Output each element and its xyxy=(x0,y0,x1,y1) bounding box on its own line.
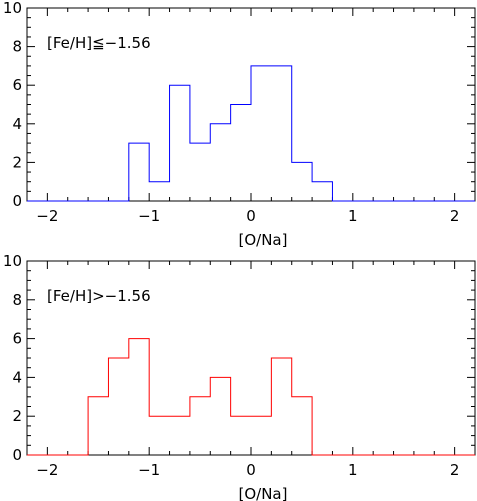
x-tick-label: −1 xyxy=(138,461,160,479)
x-tick-label: −2 xyxy=(36,461,58,479)
histogram-bin xyxy=(149,182,169,201)
subset-annotation: [Fe/H]≦−1.56 xyxy=(47,34,151,52)
y-tick-label: 10 xyxy=(3,252,22,270)
x-tick-label: 2 xyxy=(450,461,460,479)
histogram-bin xyxy=(292,397,312,455)
histogram-bin xyxy=(170,416,190,455)
histogram-bin xyxy=(271,358,291,455)
histogram-bin xyxy=(170,85,190,201)
histogram-bin xyxy=(231,416,251,455)
histogram-bin xyxy=(210,377,230,455)
x-tick-label: 2 xyxy=(450,207,460,225)
histogram-bin xyxy=(251,416,271,455)
y-tick-label: 4 xyxy=(12,368,22,386)
y-tick-label: 2 xyxy=(12,153,22,171)
histogram-bin xyxy=(292,162,312,201)
y-tick-label: 6 xyxy=(12,330,22,348)
histogram-bin xyxy=(251,66,271,201)
subset-annotation: [Fe/H]>−1.56 xyxy=(47,287,151,305)
y-tick-label: 2 xyxy=(12,407,22,425)
histogram-bin xyxy=(88,397,108,455)
x-axis-label: [O/Na] xyxy=(239,231,288,249)
panel-top: 0 2 4 6 8 10 −2 −1 0 1 2 [O/Na] [Fe/H]≦−1.56 xyxy=(3,0,476,249)
y-tick-label: 10 xyxy=(3,0,22,17)
y-tick-label: 0 xyxy=(12,446,22,464)
histogram-bin xyxy=(108,358,128,455)
y-tick-label: 8 xyxy=(12,291,22,309)
histogram-bin xyxy=(271,66,291,201)
y-tick-label: 4 xyxy=(12,115,22,133)
x-tick-label: −1 xyxy=(138,207,160,225)
panel-bottom: 0 2 4 6 8 10 −2 −1 0 1 2 [O/Na] [Fe/H]>−1.56 xyxy=(3,252,476,501)
histogram-bin xyxy=(149,416,169,455)
histogram-bin xyxy=(190,397,210,455)
x-tick-label: 0 xyxy=(246,207,256,225)
histogram-outline xyxy=(27,338,475,456)
histogram-outline xyxy=(27,65,475,202)
histogram-bin xyxy=(210,124,230,201)
x-axis-label: [O/Na] xyxy=(239,485,288,501)
histogram-bin xyxy=(129,339,149,455)
x-tick-label: −2 xyxy=(36,207,58,225)
x-tick-label: 1 xyxy=(348,461,358,479)
histogram-bin xyxy=(312,182,332,201)
y-tick-label: 8 xyxy=(12,38,22,56)
x-tick-label: 0 xyxy=(246,461,256,479)
y-tick-label: 6 xyxy=(12,76,22,94)
histogram-bin xyxy=(129,143,149,201)
x-tick-label: 1 xyxy=(348,207,358,225)
histogram-bin xyxy=(190,143,210,201)
histogram-bin xyxy=(231,105,251,202)
y-tick-label: 0 xyxy=(12,192,22,210)
